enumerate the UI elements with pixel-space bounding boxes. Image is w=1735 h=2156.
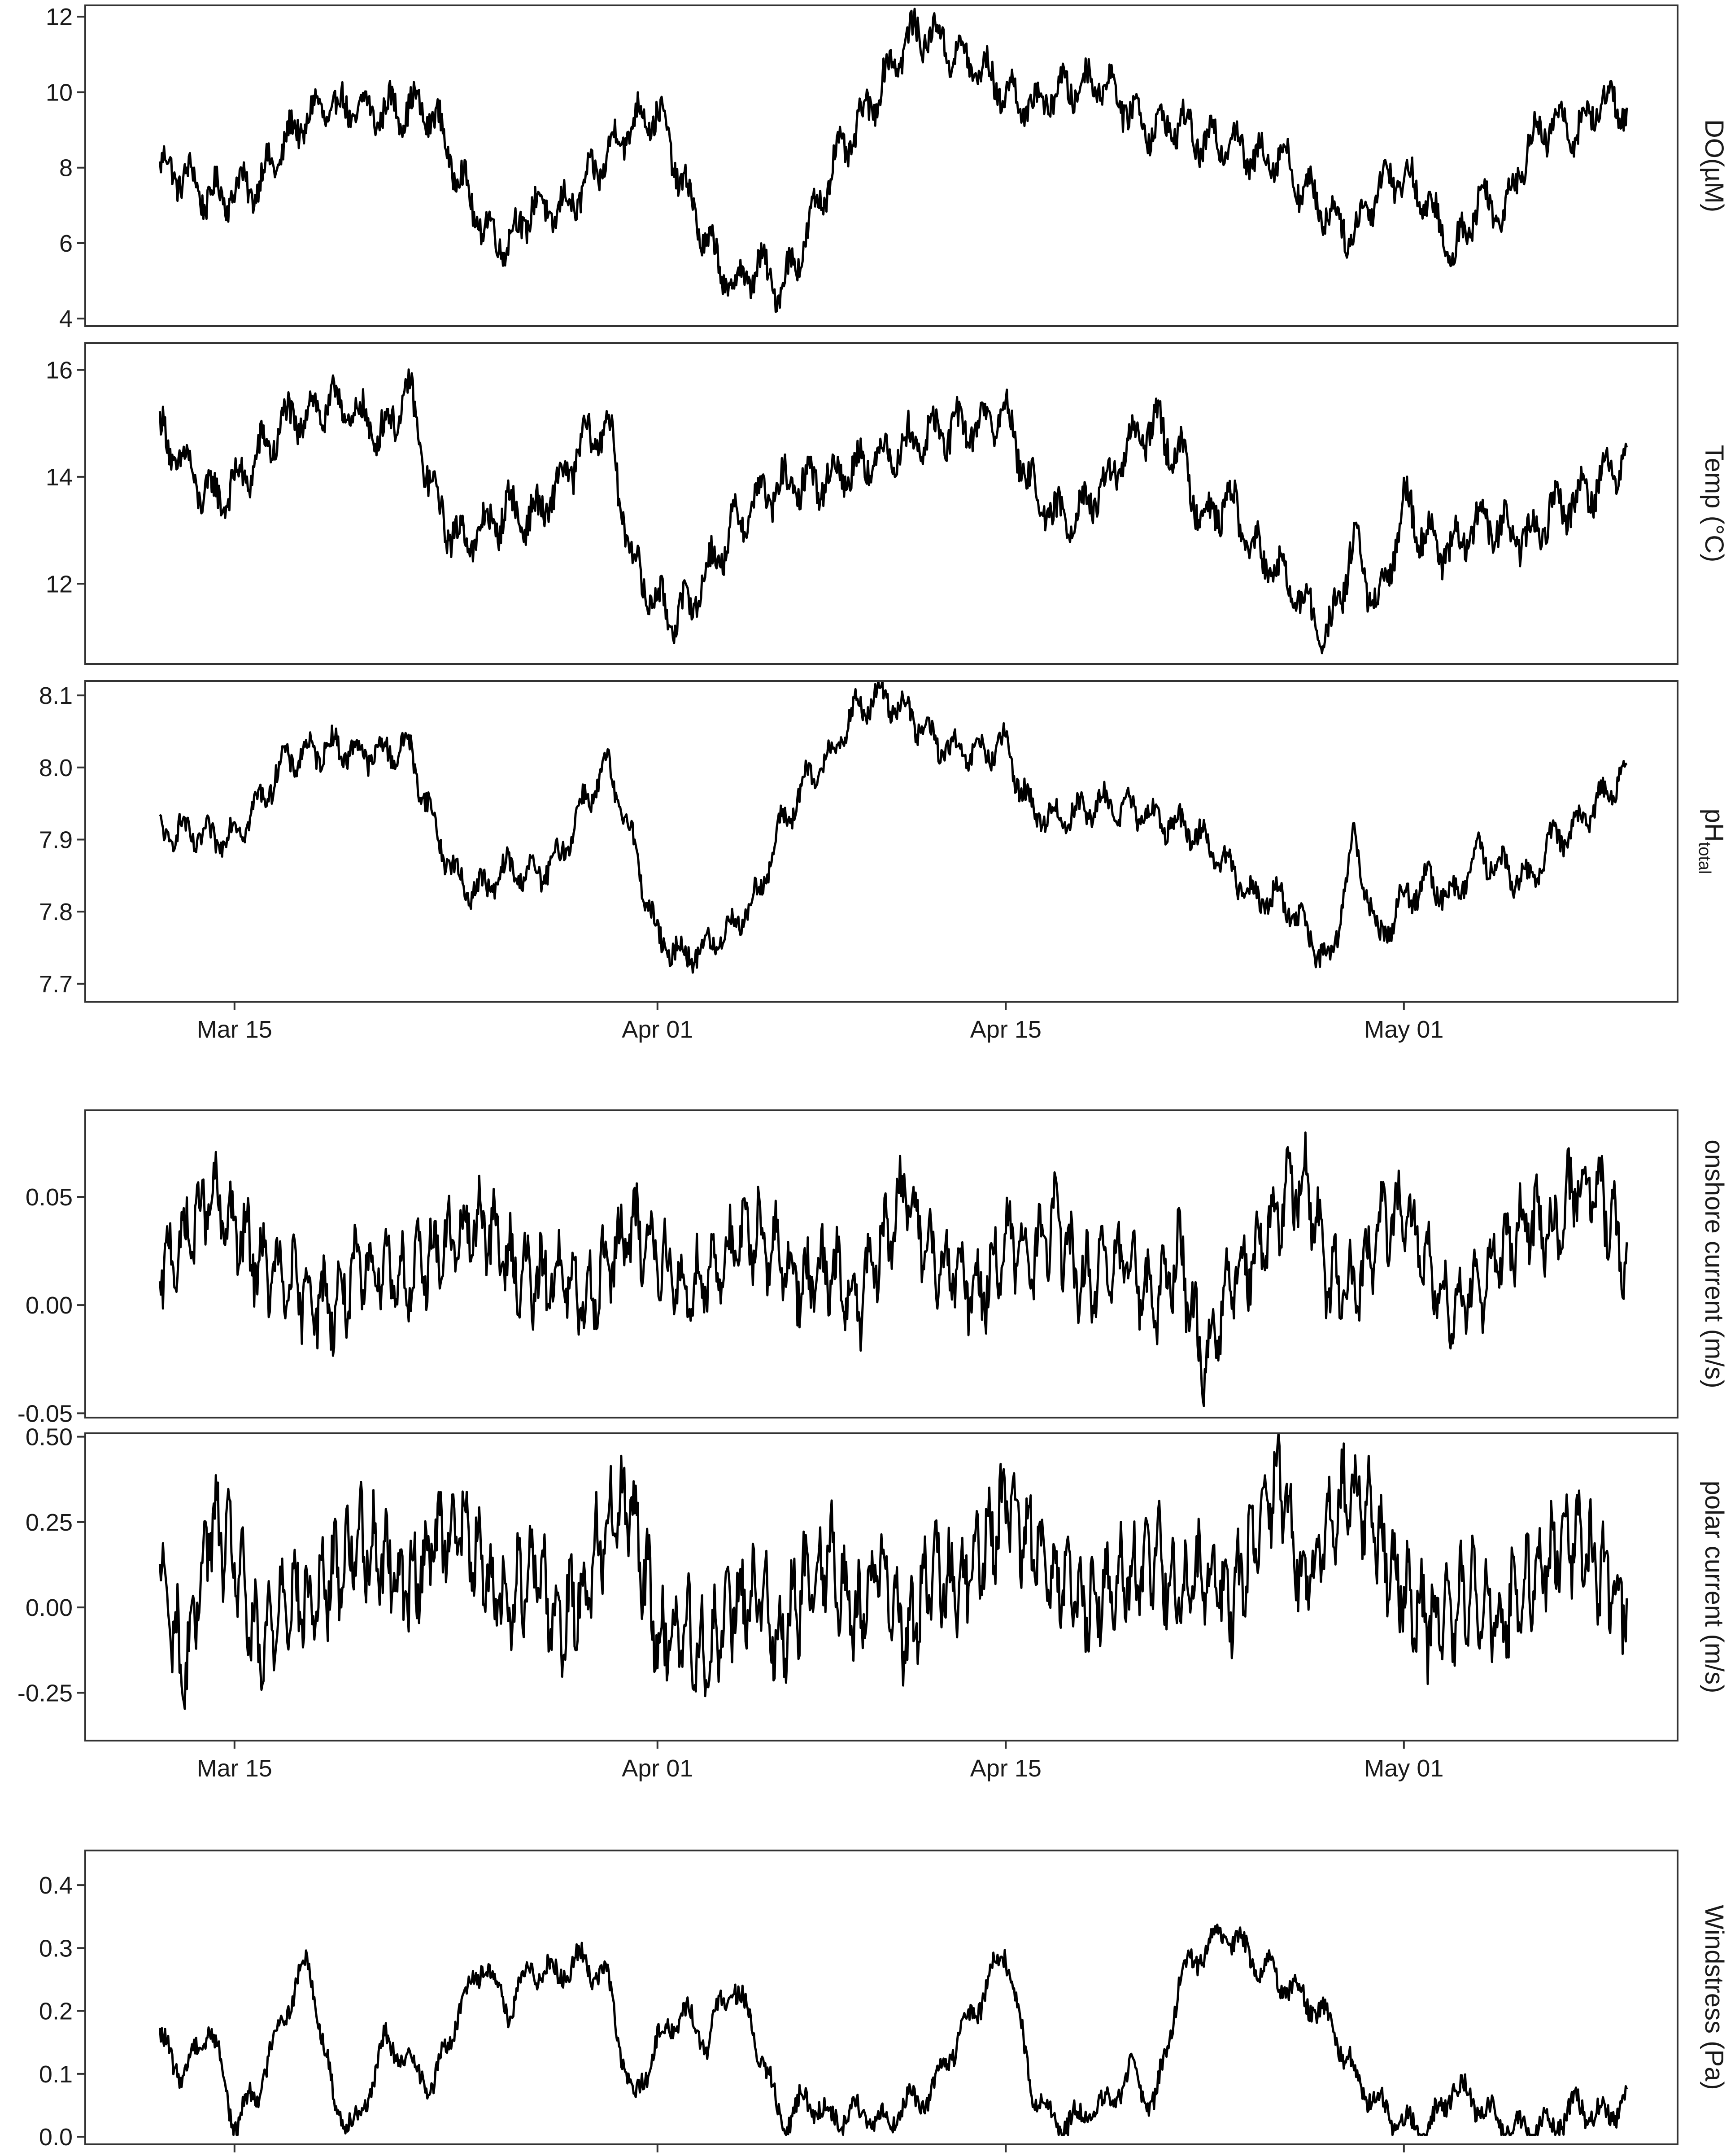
- series-line-4: [158, 1131, 1628, 1407]
- panel-frame: [84, 1850, 1678, 2145]
- y-tick-label: 8.0: [39, 755, 73, 781]
- panel-frame: [84, 1432, 1678, 1741]
- panel-ylabel: onshore current (m/s): [1700, 1139, 1729, 1388]
- series-line-2: [158, 368, 1628, 655]
- series-line-5: [158, 1433, 1628, 1710]
- y-tick-label: 0.00: [26, 1594, 73, 1621]
- y-tick-label: 8.1: [39, 682, 73, 709]
- y-tick-label: 7.7: [39, 971, 73, 998]
- x-tick-label: Apr 15: [970, 1755, 1042, 1782]
- panel-ylabel: DO(µM): [1700, 119, 1729, 212]
- panel-frame: [84, 680, 1678, 1003]
- y-tick-label: 0.4: [39, 1872, 73, 1899]
- panel-frame: [84, 1109, 1678, 1418]
- x-tick-label: May 01: [1364, 1016, 1443, 1043]
- panel-ylabel-subscript: total: [1695, 842, 1714, 874]
- x-tick-label: Mar 15: [197, 1755, 272, 1782]
- series-line-1: [158, 8, 1628, 313]
- x-tick-label: Apr 01: [622, 1016, 693, 1043]
- panel-frame: [84, 4, 1678, 327]
- y-tick-label: 0.50: [26, 1424, 73, 1451]
- panel-ylabel: Windstress (Pa): [1700, 1905, 1729, 2090]
- panel-ylabel-text: Windstress (Pa): [1700, 1905, 1729, 2090]
- y-tick-label: 16: [46, 357, 73, 384]
- panel-ylabel: polar current (m/s): [1700, 1481, 1729, 1693]
- y-tick-label: 6: [59, 230, 73, 257]
- panel-ylabel-text: polar current (m/s): [1700, 1481, 1729, 1693]
- panel-ylabel: Temp (°C): [1700, 445, 1729, 563]
- x-tick-label: Apr 01: [622, 1755, 693, 1782]
- y-tick-label: 0.1: [39, 2061, 73, 2088]
- panel-5: -0.25 0.00 0.25 0.50 Mar 15 Apr 01 Apr 15 May 0…: [17, 1424, 1729, 1782]
- panel-ylabel-text: DO(µM): [1700, 119, 1729, 212]
- panel-ylabel-text: Temp (°C): [1700, 445, 1729, 563]
- panel-3: 7.7 7.8 7.9 8.0 8.1 Mar 15 Apr 01 Apr 15 May 01 p…: [39, 680, 1729, 1043]
- y-tick-label: 7.9: [39, 826, 73, 853]
- panel-2: 12 14 16 Temp (°C): [46, 342, 1729, 665]
- y-tick-label: 12: [46, 4, 73, 31]
- y-tick-label: 14: [46, 464, 73, 491]
- y-tick-label: 7.8: [39, 899, 73, 925]
- series-line-6: [158, 1923, 1628, 2136]
- x-tick-label: Apr 15: [970, 1016, 1042, 1043]
- y-tick-label: 0.2: [39, 1998, 73, 2025]
- panel-1: 4 6 8 10 12 DO(µM): [46, 4, 1729, 332]
- panel-ylabel-text: pH: [1700, 809, 1729, 842]
- y-tick-label: 0.05: [26, 1184, 73, 1211]
- panel-4: -0.05 0.00 0.05 onshore current (m/s): [17, 1109, 1729, 1427]
- y-tick-label: 8: [59, 155, 73, 182]
- x-tick-label: Mar 15: [197, 1016, 272, 1043]
- y-tick-label: -0.25: [17, 1680, 73, 1706]
- y-tick-label: 10: [46, 79, 73, 106]
- x-tick-label: May 01: [1364, 1755, 1443, 1782]
- y-tick-label: -0.05: [17, 1400, 73, 1427]
- y-tick-label: 0.0: [39, 2124, 73, 2151]
- panel-ylabel: pHtotal: [1695, 809, 1729, 874]
- y-tick-label: 0.3: [39, 1935, 73, 1962]
- y-tick-label: 0.25: [26, 1509, 73, 1536]
- panel-frame: [84, 342, 1678, 665]
- y-tick-label: 12: [46, 571, 73, 598]
- y-tick-label: 4: [59, 306, 73, 332]
- y-tick-label: 0.00: [26, 1292, 73, 1319]
- series-line-3: [159, 681, 1628, 974]
- panel-ylabel-text: onshore current (m/s): [1700, 1139, 1729, 1388]
